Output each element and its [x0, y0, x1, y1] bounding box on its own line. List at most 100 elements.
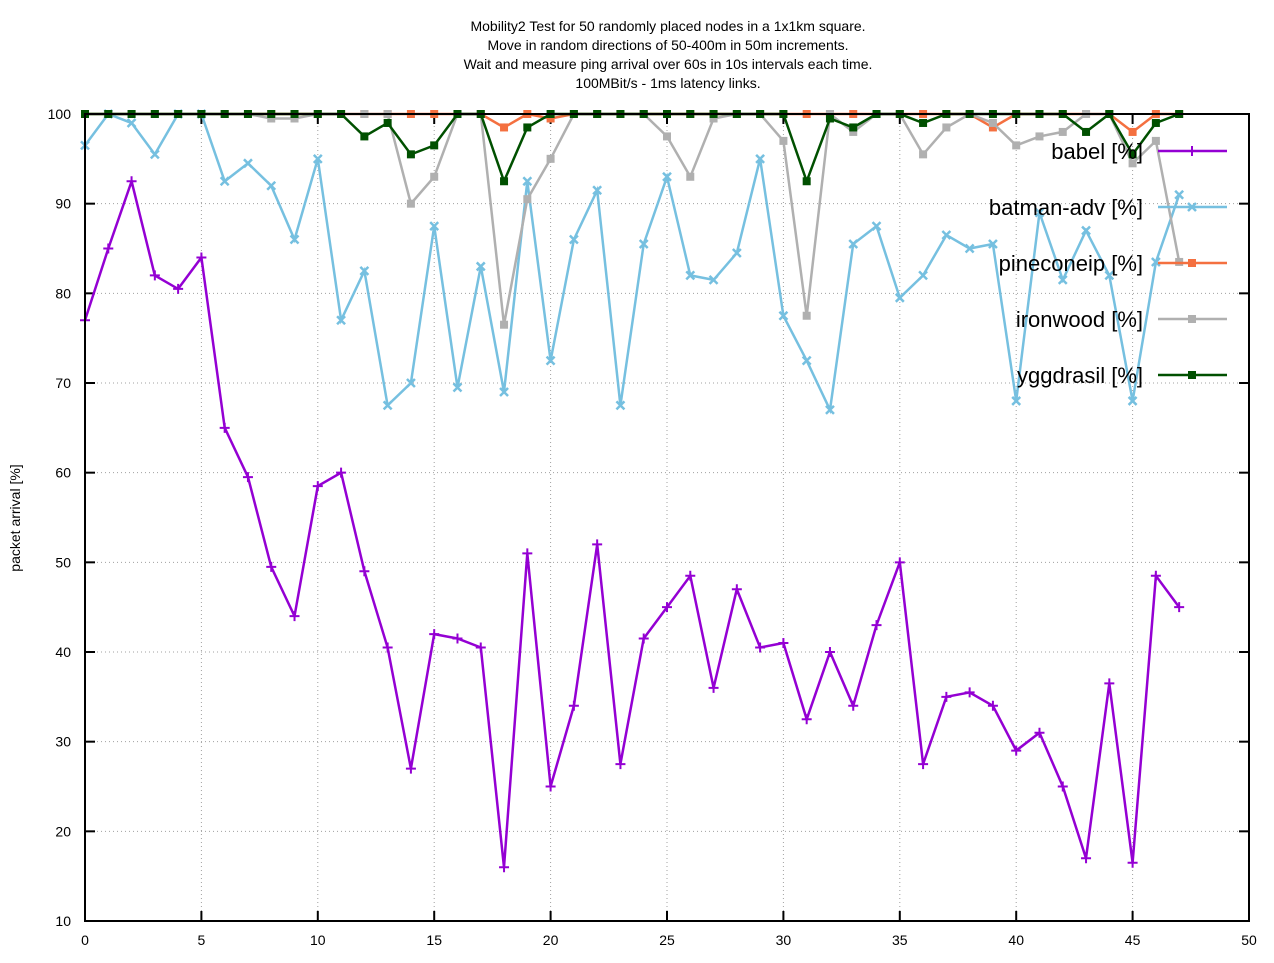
plot-frame: [84, 113, 1250, 922]
data-point: [894, 557, 905, 568]
data-point: [988, 239, 998, 249]
data-point: [1150, 570, 1161, 581]
data-point: [1174, 189, 1185, 200]
data-point: [941, 691, 952, 702]
legend-marker: [1188, 371, 1196, 379]
data-point: [1058, 127, 1067, 136]
data-point: [918, 270, 928, 281]
legend-label: ironwood [%]: [1016, 307, 1143, 332]
data-point: [592, 185, 603, 196]
data-point: [1127, 396, 1138, 406]
data-point: [1128, 150, 1137, 159]
data-point: [475, 261, 486, 272]
legend-marker: [1187, 202, 1197, 212]
data-point: [778, 310, 789, 321]
x-tick-label: 15: [426, 932, 442, 948]
data-point: [919, 118, 928, 127]
data-point: [382, 642, 393, 653]
data-point: [663, 132, 671, 141]
data-point: [499, 862, 510, 873]
data-point: [615, 400, 626, 411]
x-tick-label: 50: [1241, 932, 1257, 948]
data-point: [964, 243, 975, 254]
data-point: [430, 172, 439, 181]
data-point: [1057, 781, 1068, 792]
data-point: [500, 123, 509, 132]
data-point: [731, 248, 742, 258]
title-line: Move in random directions of 50-400m in …: [487, 37, 848, 53]
data-point: [336, 315, 346, 326]
data-point: [685, 570, 696, 581]
data-point: [289, 611, 300, 622]
data-point: [545, 355, 556, 366]
data-point: [126, 118, 137, 128]
data-point: [685, 270, 696, 281]
data-point: [919, 150, 928, 159]
x-tick-label: 35: [892, 932, 908, 948]
data-point: [825, 114, 834, 123]
title-line: 100MBit/s - 1ms latency links.: [575, 75, 760, 91]
data-point: [964, 687, 975, 698]
y-tick-label: 10: [55, 913, 71, 929]
y-tick-label: 30: [55, 734, 71, 750]
data-point: [615, 759, 626, 770]
data-point: [500, 177, 509, 186]
data-point: [802, 311, 811, 320]
data-point: [430, 141, 439, 150]
y-tick-label: 100: [48, 106, 72, 122]
data-point: [871, 620, 882, 631]
x-tick-label: 45: [1125, 932, 1141, 948]
data-point: [546, 114, 555, 123]
data-point: [312, 153, 323, 164]
data-point: [173, 283, 184, 294]
data-point: [801, 714, 812, 725]
data-point: [499, 387, 509, 397]
data-point: [755, 153, 766, 164]
data-point: [1128, 159, 1137, 168]
data-point: [1082, 127, 1091, 136]
data-point: [918, 759, 929, 770]
data-point: [405, 763, 416, 774]
title-line: Wait and measure ping arrival over 60s i…: [464, 56, 873, 72]
data-point: [149, 270, 160, 281]
data-point: [266, 561, 277, 572]
y-axis-label: packet arrival [%]: [7, 464, 23, 571]
data-point: [708, 274, 719, 285]
legend-item-batman-adv: batman-adv [%]: [989, 195, 1227, 220]
data-point: [1150, 257, 1161, 267]
series-line: [83, 176, 1181, 868]
data-point: [662, 171, 672, 182]
data-point: [406, 378, 416, 388]
data-point: [871, 221, 882, 231]
data-point: [638, 239, 649, 249]
x-tick-label: 5: [198, 932, 206, 948]
data-point: [243, 158, 253, 169]
data-point: [825, 405, 835, 415]
data-point: [638, 633, 649, 644]
title-line: Mobility2 Test for 50 randomly placed no…: [470, 18, 865, 34]
x-tick-label: 25: [659, 932, 675, 948]
axis-ticks: 10 20 30 40 50 60 70 80 90 100 0 5 10 15 20 25 30 35 40 45 5…: [48, 106, 1257, 948]
data-point: [219, 422, 230, 433]
data-point: [1034, 727, 1045, 738]
data-point: [849, 127, 858, 136]
series: [80, 109, 1185, 873]
legend-item-pineconeip: pineconeip [%]: [999, 251, 1227, 276]
data-point: [709, 114, 718, 123]
data-point: [1034, 207, 1045, 218]
legend-marker: [1188, 315, 1196, 323]
data-point: [848, 700, 859, 711]
data-point: [429, 221, 440, 231]
legend-label: batman-adv [%]: [989, 195, 1143, 220]
y-tick-label: 70: [55, 375, 71, 391]
legend-item-yggdrasil: yggdrasil [%]: [1017, 363, 1227, 388]
data-point: [336, 467, 347, 478]
data-point: [778, 638, 789, 649]
data-point: [987, 700, 998, 711]
data-point: [267, 114, 276, 123]
data-point: [849, 123, 858, 132]
data-point: [290, 114, 299, 123]
data-point: [383, 118, 392, 127]
